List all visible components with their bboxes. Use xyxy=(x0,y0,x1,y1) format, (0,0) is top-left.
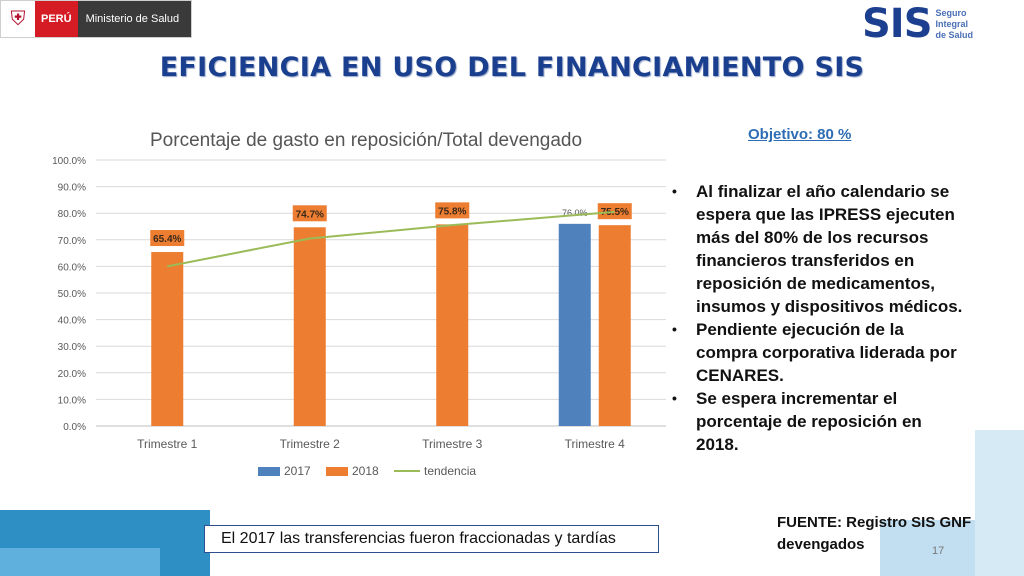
bullet-list: • Al finalizar el año calendario se esper… xyxy=(668,180,968,456)
data-label-2018: 74.7% xyxy=(296,209,324,220)
y-tick-label: 80.0% xyxy=(58,209,86,220)
sis-logo: SIS Seguro Integral de Salud xyxy=(862,4,973,44)
footnote-box: El 2017 las transferencias fueron fracci… xyxy=(204,525,659,553)
bullet-text: Se espera incrementar el porcentaje de r… xyxy=(696,389,922,454)
y-tick-label: 50.0% xyxy=(58,289,86,300)
bar-2018 xyxy=(151,252,184,426)
bullet-item: • Se espera incrementar el porcentaje de … xyxy=(668,387,968,456)
y-tick-label: 10.0% xyxy=(58,395,86,406)
ministry-logo: ⛨ PERÚ Ministerio de Salud xyxy=(0,0,192,38)
data-label-box-2018 xyxy=(150,230,185,247)
ministry-label: Ministerio de Salud xyxy=(77,1,191,37)
legend-label: 2017 xyxy=(284,464,311,478)
bullet-item: • Al finalizar el año calendario se esper… xyxy=(668,180,968,318)
y-tick-label: 0.0% xyxy=(63,422,86,433)
country-label: PERÚ xyxy=(35,1,78,37)
legend-swatch xyxy=(258,467,280,476)
bar-2018 xyxy=(436,224,469,426)
sis-name-line3: de Salud xyxy=(935,29,974,40)
page-number: 17 xyxy=(932,545,945,557)
data-label-box-2018 xyxy=(597,203,632,220)
sis-full-name: Seguro Integral de Salud xyxy=(936,8,974,41)
footnote-text: El 2017 las transferencias fueron fracci… xyxy=(221,530,616,547)
bar-2017 xyxy=(558,223,591,426)
coat-of-arms-icon: ⛨ xyxy=(10,7,26,30)
decorative-shape xyxy=(975,430,1024,576)
y-tick-label: 30.0% xyxy=(58,342,86,353)
legend-swatch xyxy=(326,467,348,476)
y-tick-label: 70.0% xyxy=(58,236,86,247)
bar-2018 xyxy=(598,225,631,426)
bullet-icon: • xyxy=(672,321,677,337)
sis-acronym: SIS xyxy=(862,1,932,47)
y-tick-label: 100.0% xyxy=(52,156,86,167)
sis-name-line2: Integral xyxy=(935,18,969,29)
chart-canvas: 0.0% 10.0% 20.0% 30.0% 40.0% 50.0% 60.0% 70.0% 8… xyxy=(52,156,666,478)
data-label-2017: 76.0% xyxy=(562,208,588,218)
bullet-text: Pendiente ejecución de la compra corpora… xyxy=(696,320,957,385)
sis-name-line1: Seguro xyxy=(935,7,967,18)
data-label-2018: 75.8% xyxy=(438,206,466,217)
y-tick-label: 90.0% xyxy=(58,183,86,194)
legend-label: tendencia xyxy=(424,464,476,478)
y-tick-label: 40.0% xyxy=(58,316,86,327)
bar-chart: Porcentaje de gasto en reposición/Total … xyxy=(40,120,680,490)
page-title: EFICIENCIA EN USO DEL FINANCIAMIENTO SIS xyxy=(159,52,865,83)
bullet-icon: • xyxy=(672,183,677,199)
data-label-box-2018 xyxy=(435,202,470,219)
trend-line xyxy=(167,210,615,268)
chart-title: Porcentaje de gasto en reposición/Total … xyxy=(150,130,583,151)
y-tick-label: 20.0% xyxy=(58,369,86,380)
bullet-item: • Pendiente ejecución de la compra corpor… xyxy=(668,318,968,387)
data-label-box-2018 xyxy=(292,205,327,222)
bullet-icon: • xyxy=(672,390,677,406)
data-label-2018: 65.4% xyxy=(153,234,181,245)
x-tick-label: Trimestre 3 xyxy=(422,437,483,451)
x-tick-label: Trimestre 4 xyxy=(565,437,626,451)
x-tick-label: Trimestre 2 xyxy=(280,437,341,451)
bar-2018 xyxy=(293,227,326,426)
objective-label: Objetivo: 80 % xyxy=(748,126,852,143)
source-note: FUENTE: Registro SIS GNF devengados xyxy=(777,514,972,553)
x-tick-label: Trimestre 1 xyxy=(137,437,198,451)
legend-label: 2018 xyxy=(352,464,379,478)
y-tick-label: 60.0% xyxy=(58,262,86,273)
bullet-text: Al finalizar el año calendario se espera… xyxy=(696,182,963,316)
decorative-shape xyxy=(0,548,160,576)
